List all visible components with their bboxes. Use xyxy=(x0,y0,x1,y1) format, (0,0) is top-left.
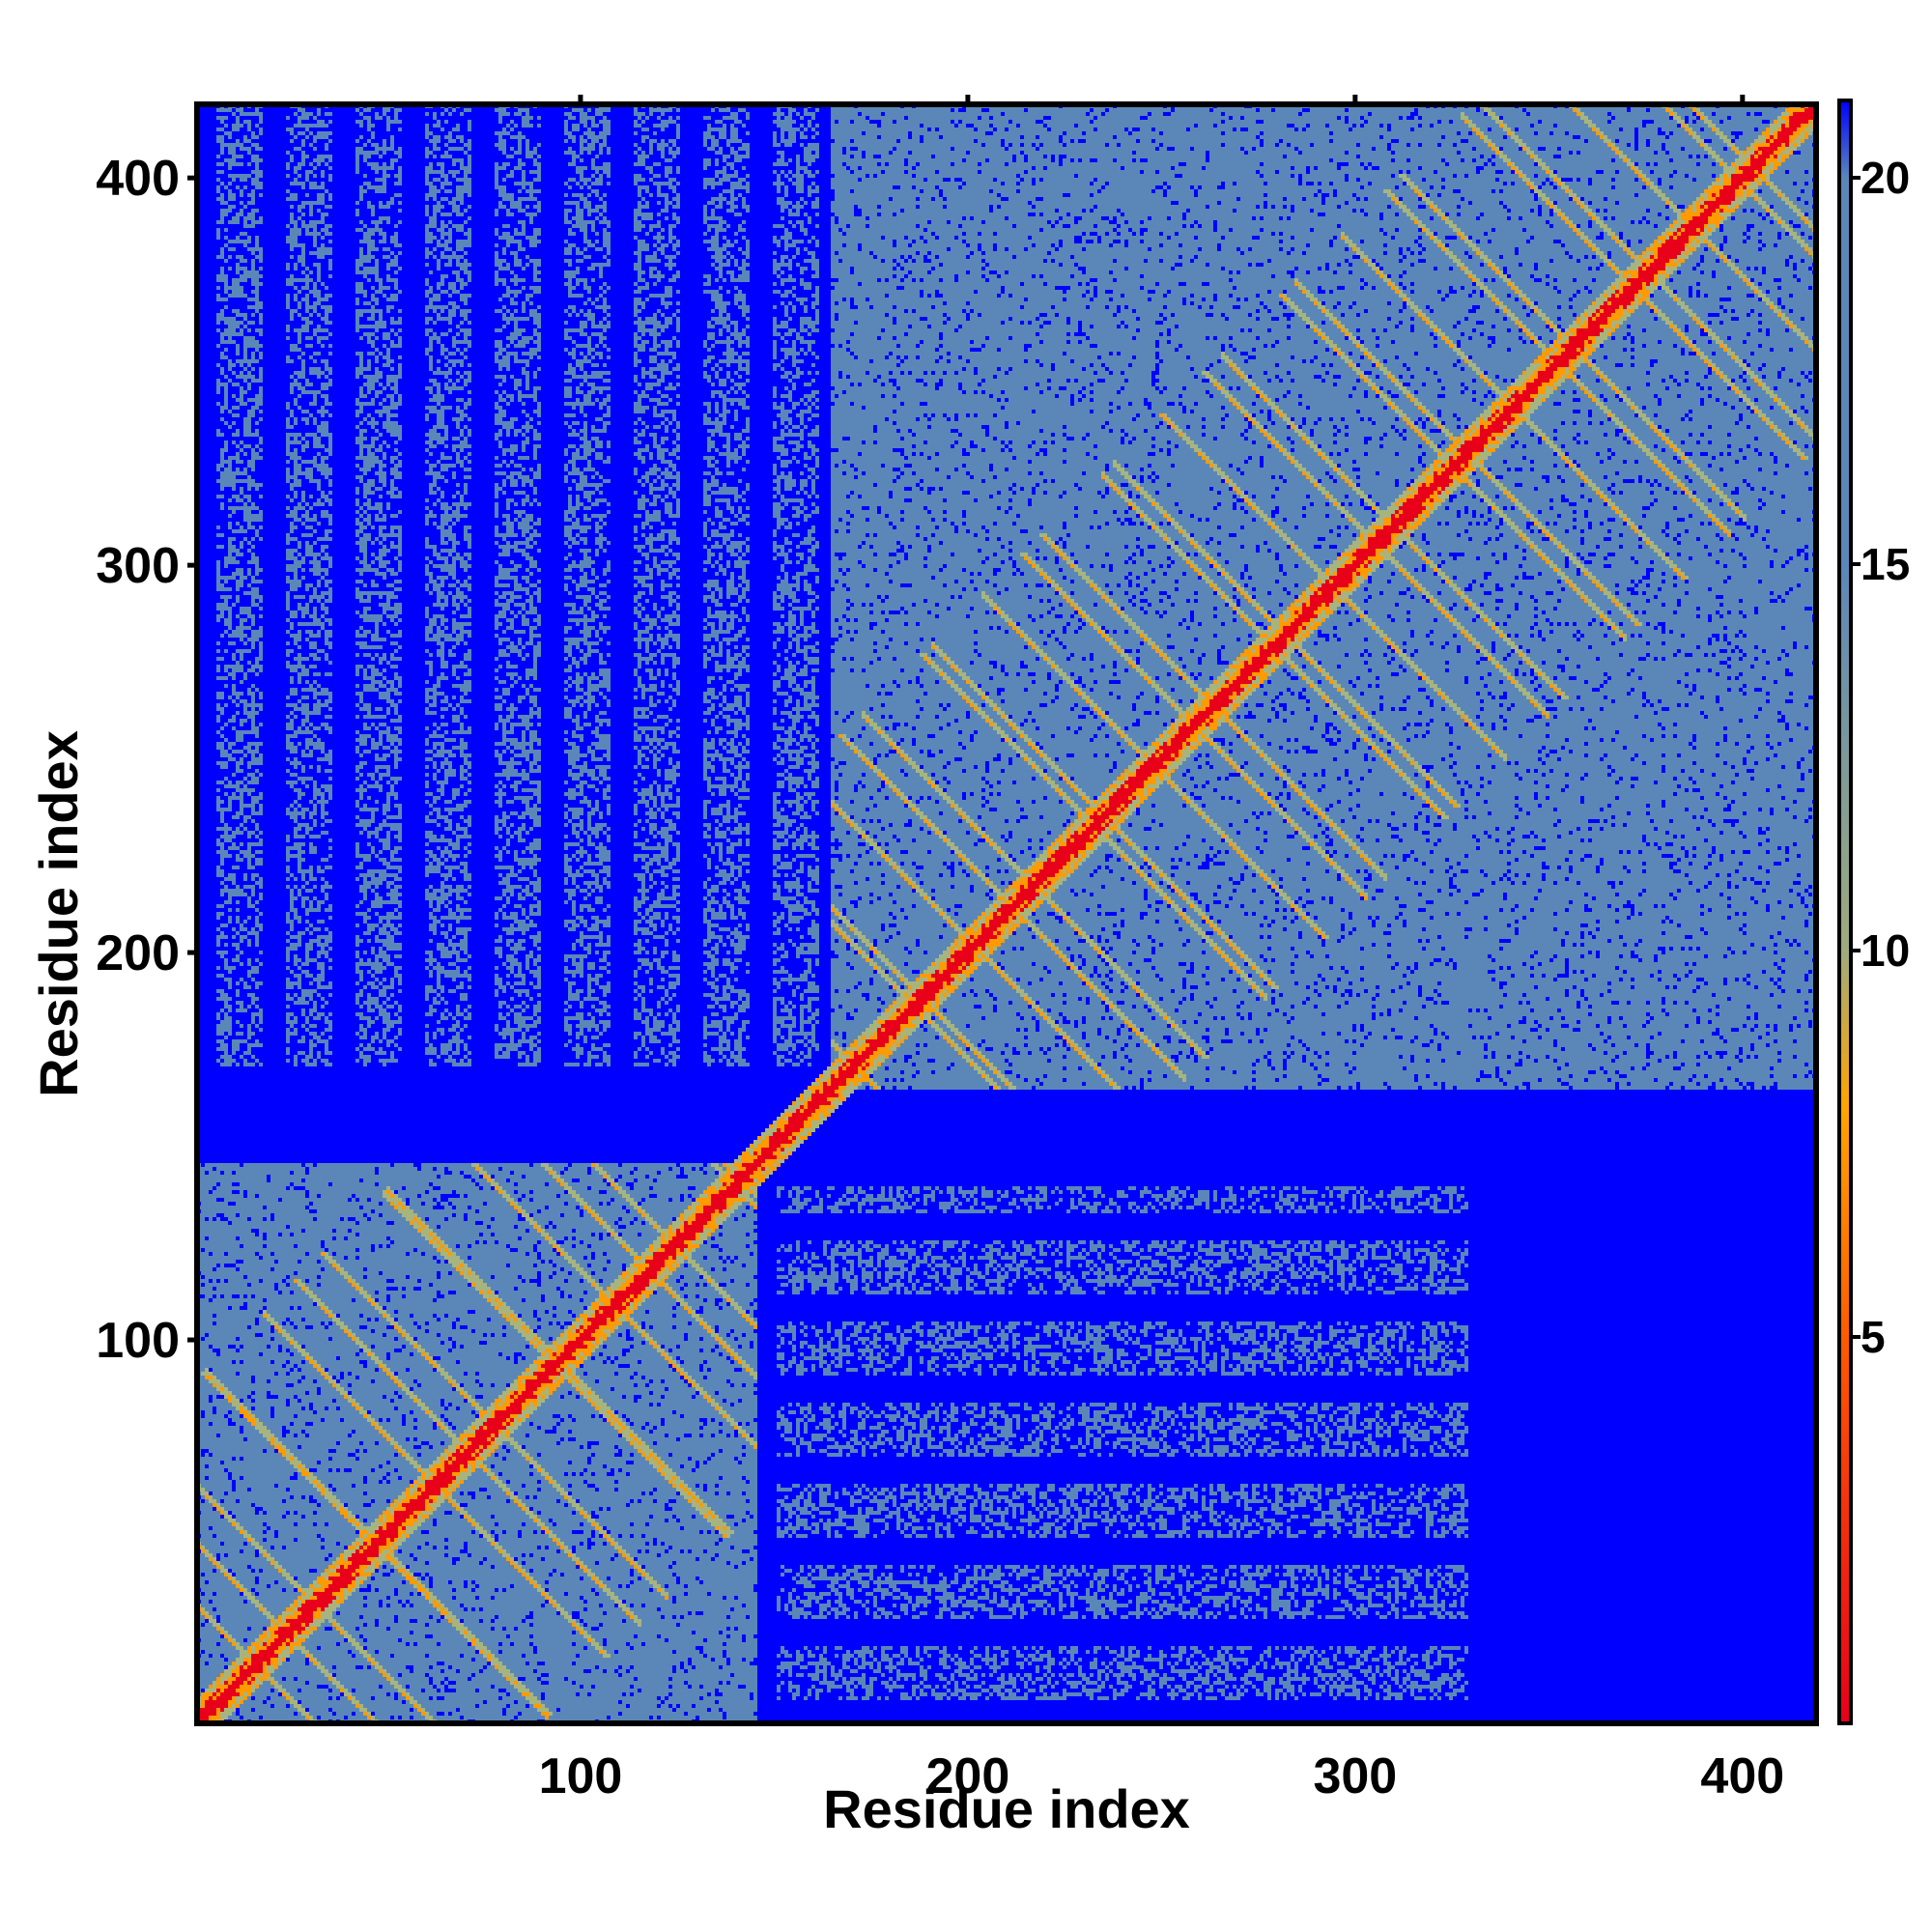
colorbar-gradient xyxy=(1839,100,1851,1723)
plot-frame xyxy=(194,101,1819,1726)
colorbar-tick-label: 20 xyxy=(1861,153,1910,203)
y-tick-label: 400 xyxy=(96,151,180,207)
y-tick-label: 100 xyxy=(96,1313,180,1369)
y-axis: 100 200 300 400 xyxy=(96,151,197,1369)
colorbar-frame xyxy=(1837,99,1853,1725)
x-axis: 100 200 300 400 xyxy=(539,95,1784,1804)
x-tick-label: 400 xyxy=(1700,1748,1784,1804)
colorbar-tick-label: 5 xyxy=(1861,1312,1886,1362)
y-tick-label: 200 xyxy=(96,925,180,981)
x-tick-label: 300 xyxy=(1313,1748,1397,1804)
heatmap-cells xyxy=(197,104,1816,1723)
x-axis-title: Residue index xyxy=(823,1778,1190,1839)
plot-area xyxy=(194,101,1819,1726)
y-axis-title: Residue index xyxy=(28,730,89,1097)
x-tick-label: 100 xyxy=(539,1748,623,1804)
x-tick-label: 200 xyxy=(926,1748,1010,1804)
colorbar: 5 10 15 20 xyxy=(1837,99,1910,1725)
colorbar-tick-label: 10 xyxy=(1861,925,1910,976)
y-tick-label: 300 xyxy=(96,538,180,594)
colorbar-tick-label: 15 xyxy=(1861,539,1910,589)
